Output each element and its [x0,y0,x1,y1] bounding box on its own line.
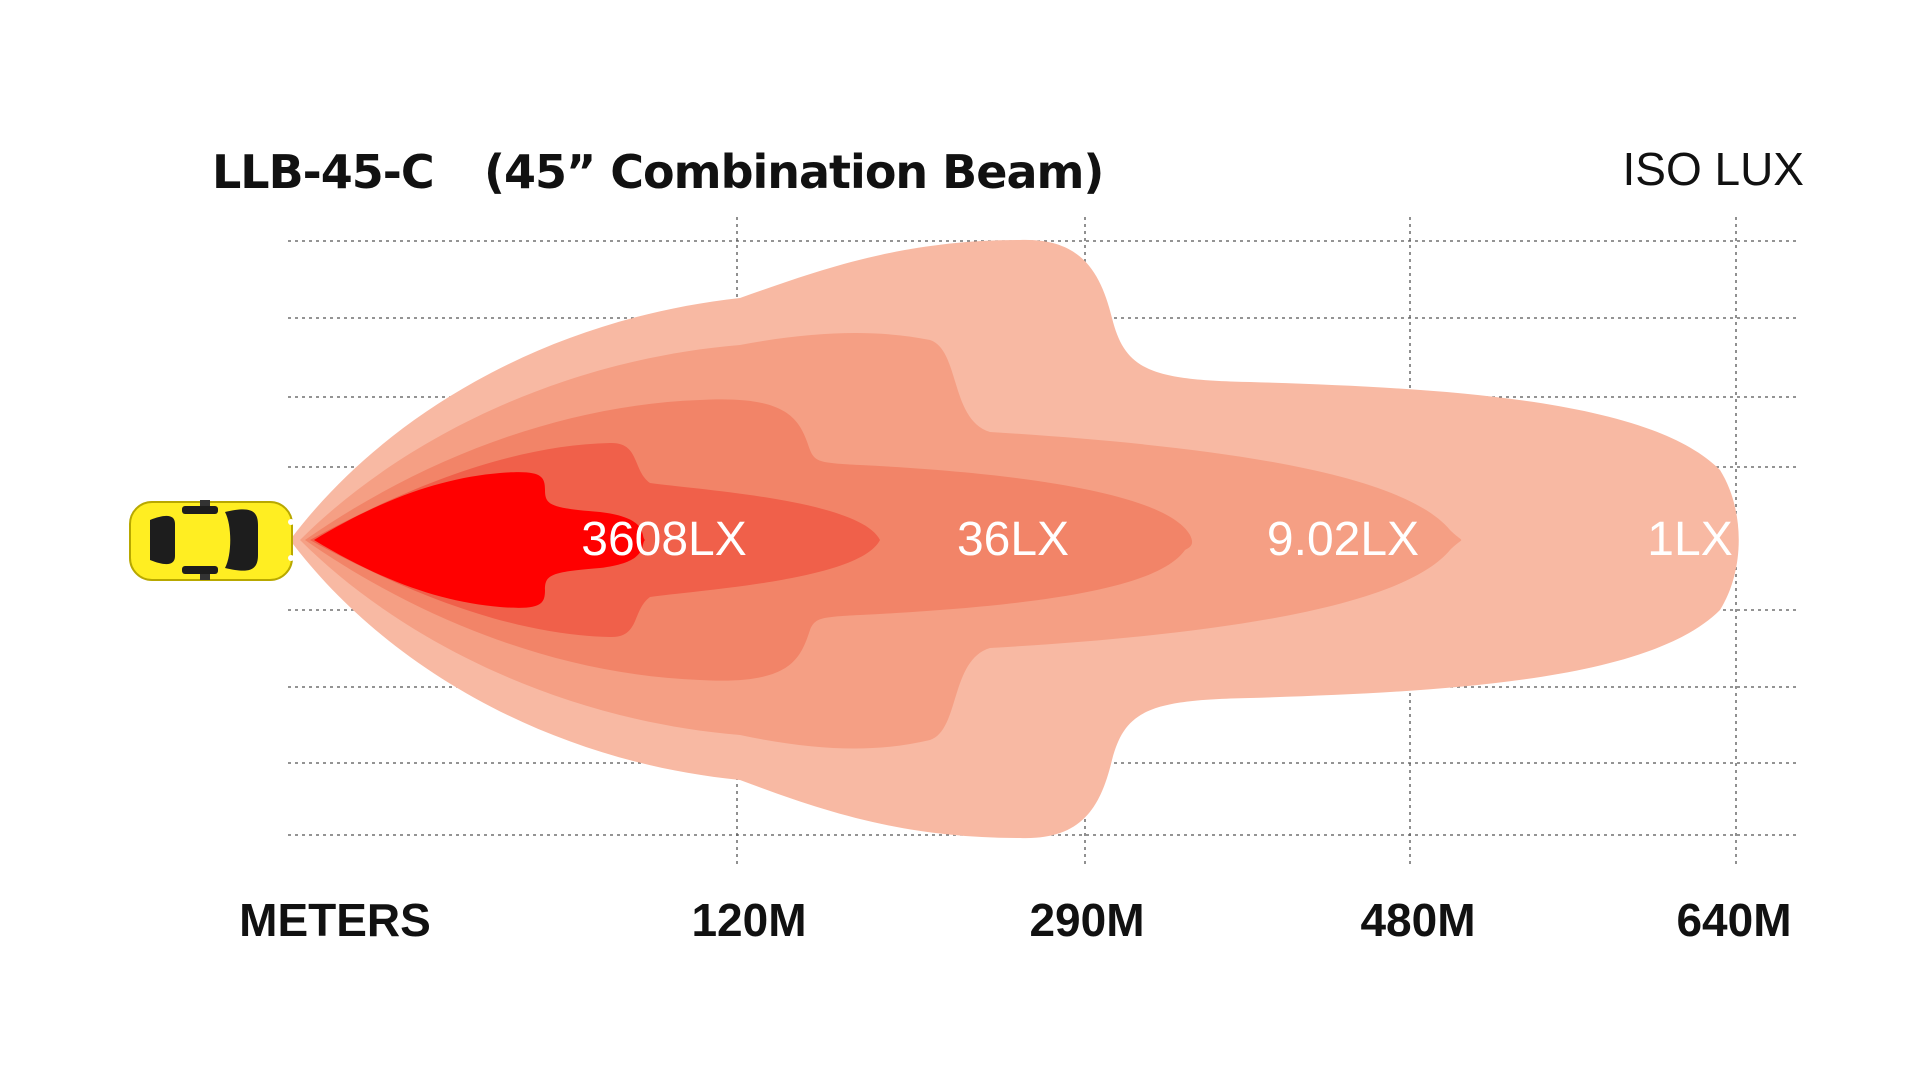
product-model: LLB-45-C [212,145,435,199]
car-top-view-icon [129,500,294,581]
tick-label-120m: 120M [691,894,807,946]
beam-core [314,472,645,608]
product-description: (45” Combination Beam) [484,145,1104,199]
zone-label-9lx: 9.02LX [1266,513,1420,566]
tick-label-640m: 640M [1676,894,1792,946]
axis-title: METERS [239,894,431,946]
zone-label-3608lx: 3608LX [581,513,747,566]
tick-label-480m: 480M [1360,894,1476,946]
zone-label-36lx: 36LX [956,513,1070,566]
tick-label-290m: 290M [1029,894,1145,946]
legend-title: ISO LUX [1622,143,1804,195]
zone-label-1lx: 1LX [1647,513,1733,566]
